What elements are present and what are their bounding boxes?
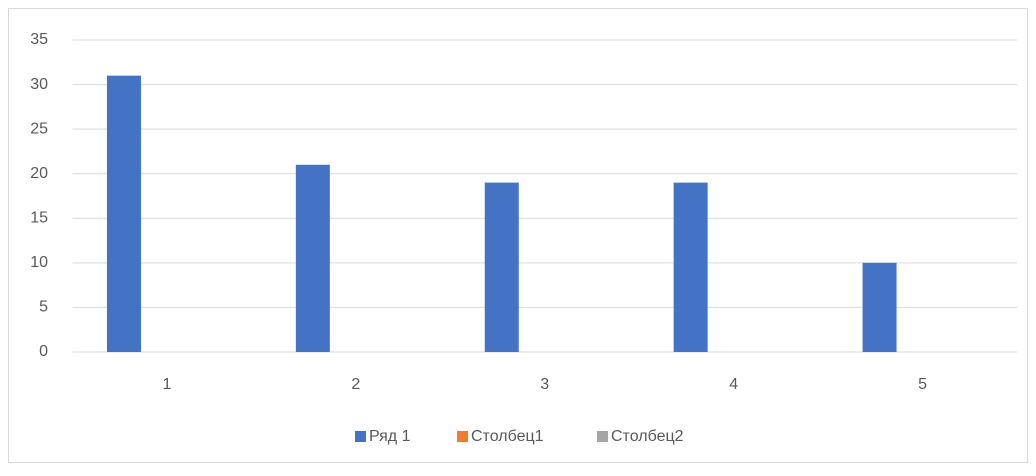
legend-label: Столбец2 (611, 428, 684, 445)
y-tick-label: 20 (30, 165, 48, 182)
x-tick-label: 5 (918, 376, 927, 393)
legend-swatch (597, 431, 608, 442)
y-tick-label: 10 (30, 254, 48, 271)
x-tick-label: 4 (729, 376, 738, 393)
x-tick-label: 2 (351, 376, 360, 393)
x-tick-label: 1 (162, 376, 171, 393)
y-tick-label: 35 (30, 31, 48, 48)
y-tick-label: 15 (30, 210, 48, 227)
x-tick-label: 3 (540, 376, 549, 393)
bar (862, 262, 897, 352)
y-tick-label: 5 (39, 299, 48, 316)
y-tick-label: 30 (30, 76, 48, 93)
y-tick-label: 0 (39, 343, 48, 360)
y-tick-label: 25 (30, 120, 48, 137)
bar (673, 182, 708, 352)
legend-swatch (457, 431, 468, 442)
bar (484, 182, 519, 352)
legend-swatch (355, 431, 366, 442)
bar (106, 75, 141, 353)
legend-label: Столбец1 (471, 428, 544, 445)
legend-label: Ряд 1 (369, 428, 411, 445)
bar (295, 164, 330, 352)
